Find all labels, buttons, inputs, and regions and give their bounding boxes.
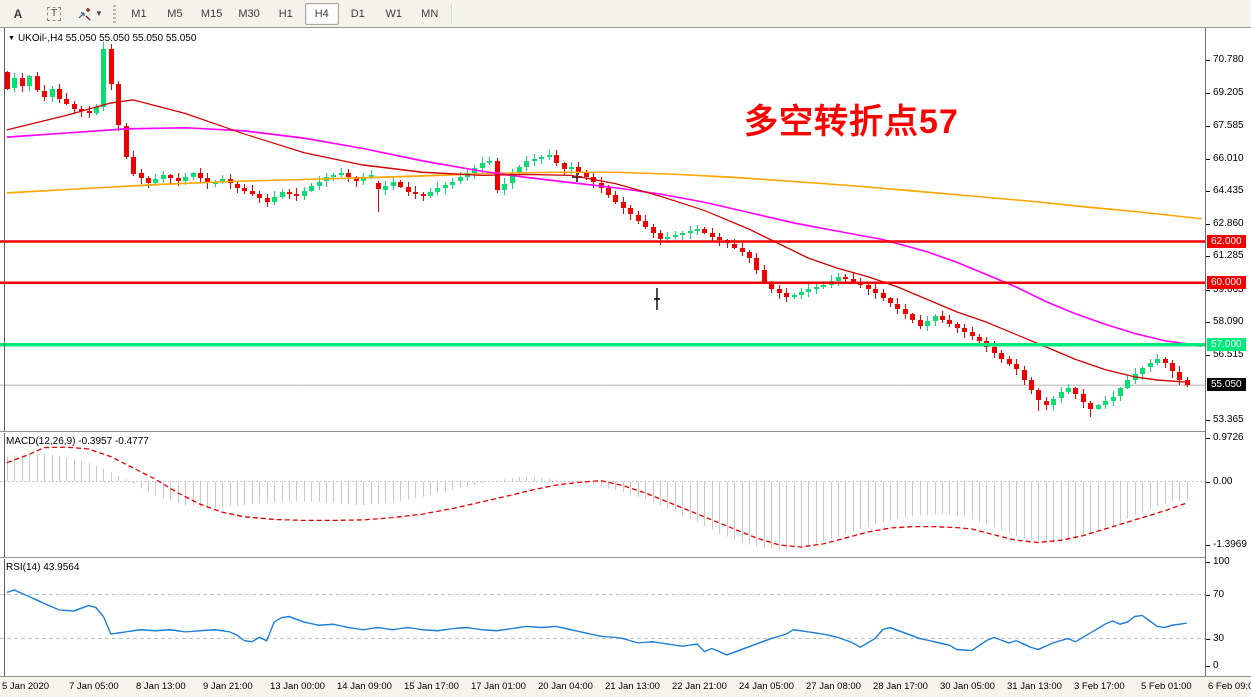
time-axis-label: 22 Jan 21:00 [672, 681, 727, 692]
rsi-axis-label-tick [1206, 666, 1210, 667]
text-label-glyph: T [46, 6, 62, 21]
timeframe-button-m15[interactable]: M15 [200, 7, 223, 20]
timeframe-button-group: M1 M5 M15 M30 H1 H4 D1 W1 MN [121, 2, 448, 25]
price-axis-label-tick [1206, 355, 1210, 356]
price-axis-label: 64.435 [1213, 185, 1244, 196]
time-axis-label: 21 Jan 13:00 [605, 681, 660, 692]
current-price-badge: 55.050 [1207, 378, 1246, 391]
macd-axis-label: 0.00 [1213, 476, 1233, 487]
time-axis-label: 28 Jan 17:00 [873, 681, 928, 692]
price-axis-label: 61.285 [1213, 250, 1244, 261]
macd-axis-label: -1.3969 [1213, 539, 1247, 550]
macd-axis-label-tick [1206, 482, 1210, 483]
price-axis-label-tick [1206, 159, 1210, 160]
price-axis-label-tick [1206, 290, 1210, 291]
price-axis-label-tick [1206, 224, 1210, 225]
macd-label: MACD(12,26,9) -0.3957 -0.4777 [6, 436, 149, 447]
time-axis-label: 3 Feb 17:00 [1074, 681, 1125, 692]
toolbar: A T ▼ M1 M5 M15 M30 H1 H4 D1 W1 MN [0, 0, 1251, 28]
timeframe-button-h4[interactable]: H4 [304, 2, 339, 25]
time-axis-label: 9 Jan 21:00 [203, 681, 253, 692]
price-axis-label-tick [1206, 60, 1210, 61]
rsi-axis-label: 30 [1213, 633, 1225, 644]
crosshair-icon [78, 7, 91, 20]
time-axis-label: 7 Jan 05:00 [69, 681, 119, 692]
time-axis-label: 5 Feb 01:00 [1141, 681, 1192, 692]
time-axis-label: 8 Jan 13:00 [136, 681, 186, 692]
timeframe-button-w1[interactable]: W1 [385, 7, 402, 20]
price-axis-label: 69.205 [1213, 87, 1244, 98]
level-badge-60.000: 60.000 [1207, 276, 1246, 289]
price-chart-canvas[interactable] [0, 28, 1205, 432]
crosshair-tool-button[interactable]: ▼ [73, 3, 107, 25]
price-axis[interactable]: 70.780 69.205 67.585 66.010 64.435 62.860 61.2… [1205, 28, 1251, 676]
price-axis-label-tick [1206, 126, 1210, 127]
macd-axis-label-tick [1206, 545, 1210, 546]
toolbar-separator [450, 3, 453, 24]
price-axis-label-tick [1206, 322, 1210, 323]
time-axis-label: 31 Jan 13:00 [1007, 681, 1062, 692]
timeframe-button-m1[interactable]: M1 [131, 7, 147, 20]
chart-annotation-text: 多空转折点57 [744, 103, 959, 141]
rsi-axis-label-tick [1206, 639, 1210, 640]
toolbar-grip[interactable] [111, 4, 117, 23]
time-axis-label: 20 Jan 04:00 [538, 681, 593, 692]
macd-axis-label-tick [1206, 438, 1210, 439]
collapse-triangle-icon[interactable]: ▼ [8, 35, 15, 42]
chart-symbol-period: UKOil-,H4 [17, 33, 63, 44]
rsi-axis-label-tick [1206, 595, 1210, 596]
price-axis-label: 62.860 [1213, 218, 1244, 229]
price-axis-label: 66.010 [1213, 153, 1244, 164]
price-axis-label: 59.665 [1213, 284, 1244, 295]
price-axis-label: 70.780 [1213, 54, 1244, 65]
rsi-indicator-canvas[interactable] [0, 558, 1205, 676]
dropdown-arrow-icon: ▼ [95, 9, 103, 18]
timeframe-button-d1[interactable]: D1 [350, 7, 365, 20]
rsi-panel-splitter[interactable] [0, 557, 1251, 559]
rsi-axis-label: 0 [1213, 660, 1219, 671]
time-axis[interactable]: 5 Jan 2020 7 Jan 05:00 8 Jan 13:00 9 Jan 21… [0, 676, 1251, 697]
timeframe-button-h1[interactable]: H1 [278, 7, 293, 20]
price-axis-label: 53.365 [1213, 414, 1244, 425]
time-axis-label: 5 Jan 2020 [2, 681, 50, 692]
price-axis-label: 67.585 [1213, 120, 1244, 131]
time-axis-label: 24 Jan 05:00 [739, 681, 794, 692]
chart-region: ▼ UKOil-,H4 55.050 55.050 55.050 55.050 M… [0, 28, 1251, 697]
macd-panel-splitter[interactable] [0, 431, 1251, 433]
price-axis-label: 56.515 [1213, 349, 1244, 360]
timeframe-button-m5[interactable]: M5 [167, 7, 183, 20]
macd-indicator-canvas[interactable] [0, 432, 1205, 557]
annotate-text-button[interactable]: A [13, 6, 23, 21]
chart-ohlc-quotes: 55.050 55.050 55.050 55.050 [65, 33, 197, 44]
rsi-axis-label: 70 [1213, 589, 1225, 600]
macd-axis-label: 0.9726 [1213, 432, 1244, 443]
level-badge-57.000: 57.000 [1207, 338, 1246, 351]
price-axis-label-tick [1206, 256, 1210, 257]
time-axis-label: 6 Feb 09:00 [1208, 681, 1251, 692]
time-axis-label: 27 Jan 08:00 [806, 681, 861, 692]
rsi-label: RSI(14) 43.9564 [6, 562, 80, 573]
time-axis-label: 30 Jan 05:00 [940, 681, 995, 692]
chart-title: ▼ UKOil-,H4 55.050 55.050 55.050 55.050 [8, 33, 196, 44]
time-axis-label: 14 Jan 09:00 [337, 681, 392, 692]
rsi-axis-label: 100 [1213, 556, 1230, 567]
price-axis-label-tick [1206, 93, 1210, 94]
price-axis-label: 58.090 [1213, 316, 1244, 327]
level-badge-62.000: 62.000 [1207, 235, 1246, 248]
text-label-button[interactable]: T [37, 3, 71, 25]
price-axis-label-tick [1206, 191, 1210, 192]
price-axis-label-tick [1206, 420, 1210, 421]
timeframe-button-m30[interactable]: M30 [238, 7, 260, 20]
time-axis-label: 15 Jan 17:00 [404, 681, 459, 692]
time-axis-label: 13 Jan 00:00 [270, 681, 325, 692]
time-axis-label: 17 Jan 01:00 [471, 681, 526, 692]
timeframe-button-mn[interactable]: MN [421, 7, 439, 20]
chart-left-border [4, 28, 5, 676]
rsi-axis-label-tick [1206, 562, 1210, 563]
